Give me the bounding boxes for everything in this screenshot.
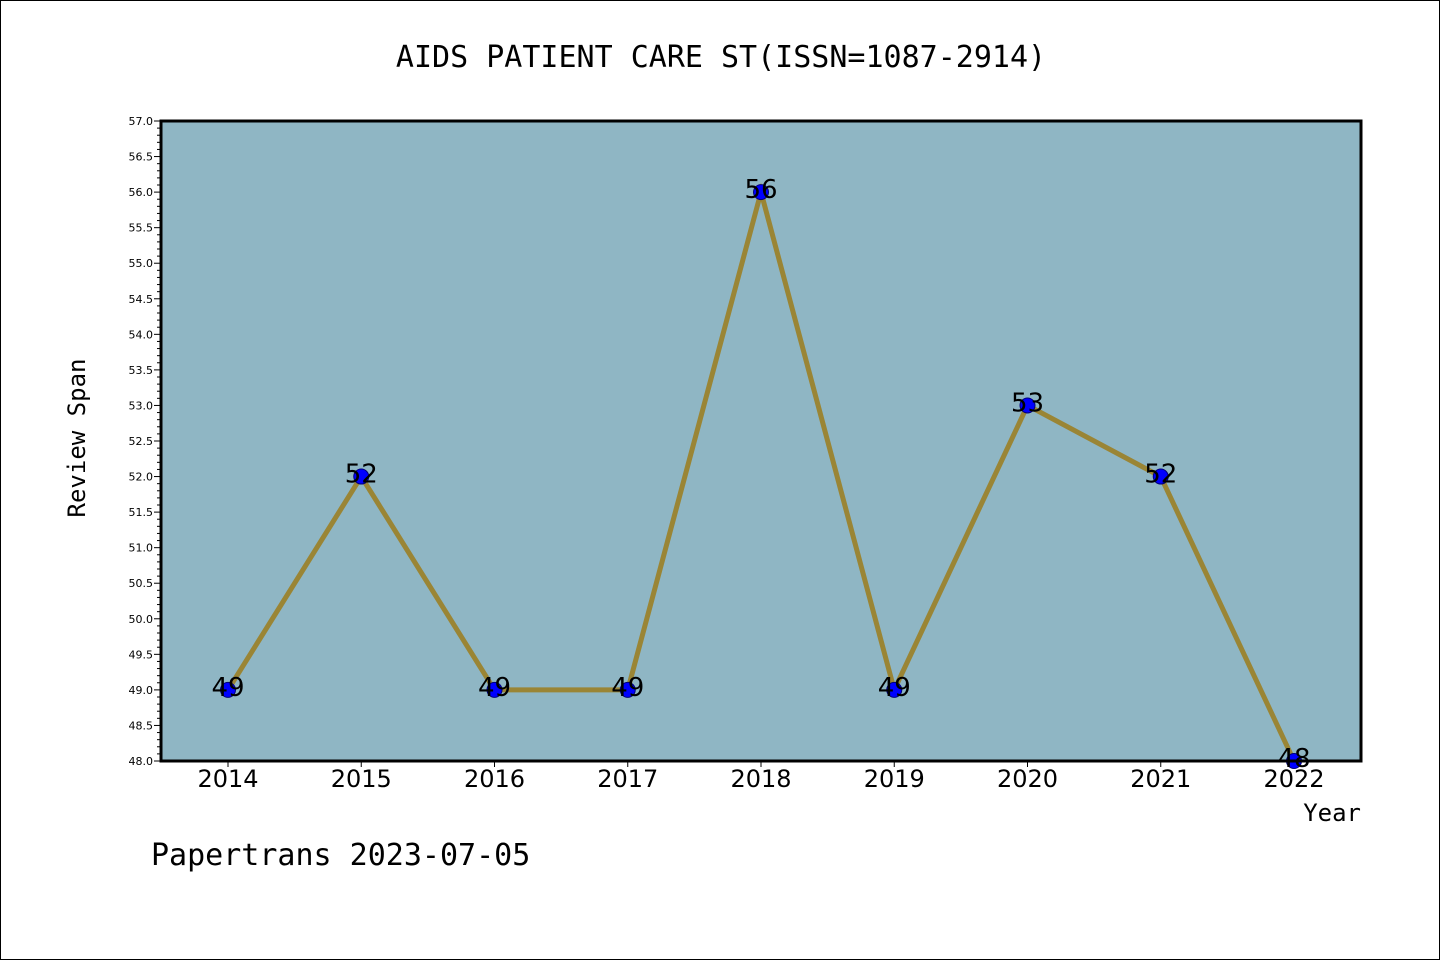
y-tick-label: 52.5 bbox=[129, 435, 154, 448]
data-label-2019: 49 bbox=[878, 673, 911, 703]
y-tick-label: 51.0 bbox=[129, 542, 154, 555]
series-markers bbox=[220, 184, 1302, 769]
y-tick-label: 55.0 bbox=[129, 257, 154, 270]
plot-border bbox=[159, 119, 1363, 763]
data-point-2020 bbox=[1019, 397, 1036, 414]
footer-date-stamp: Papertrans 2023-07-05 bbox=[151, 838, 530, 873]
y-tick-label: 54.5 bbox=[129, 293, 154, 306]
data-labels: 49 52 49 49 56 49 53 52 48 bbox=[211, 175, 1310, 774]
x-tick-label: 2016 bbox=[464, 765, 525, 793]
y-tick-label: 53.5 bbox=[129, 364, 154, 377]
data-label-2017: 49 bbox=[611, 673, 644, 703]
data-label-2015: 52 bbox=[345, 460, 378, 490]
y-tick-label: 52.0 bbox=[129, 471, 154, 484]
x-tick-label: 2022 bbox=[1263, 765, 1324, 793]
x-tick-label: 2017 bbox=[597, 765, 658, 793]
x-tick-label: 2020 bbox=[997, 765, 1058, 793]
data-label-2022: 48 bbox=[1277, 744, 1310, 774]
y-tick-label: 49.0 bbox=[129, 684, 154, 697]
chart-title: AIDS PATIENT CARE ST(ISSN=1087-2914) bbox=[396, 40, 1046, 75]
x-tick-label: 2018 bbox=[730, 765, 791, 793]
data-point-2015 bbox=[353, 468, 370, 485]
data-point-2018 bbox=[753, 184, 769, 201]
data-point-2014 bbox=[220, 681, 236, 698]
y-tick-label: 55.5 bbox=[129, 222, 154, 235]
y-tick-label: 53.0 bbox=[129, 399, 154, 412]
plot-area bbox=[161, 121, 1361, 761]
x-tick-label: 2014 bbox=[197, 765, 258, 793]
y-tick-label: 48.5 bbox=[129, 719, 154, 732]
data-label-2021: 52 bbox=[1144, 460, 1177, 490]
y-tick-label: 49.5 bbox=[129, 648, 154, 661]
data-point-2016 bbox=[486, 681, 503, 698]
data-label-2018: 56 bbox=[744, 175, 777, 205]
data-label-2014: 49 bbox=[211, 673, 244, 703]
y-axis: 48.0 48.5 49.0 49.5 50.0 50.5 51.0 51.5 52.0 52.5… bbox=[129, 115, 161, 768]
y-tick-label: 48.0 bbox=[129, 755, 154, 768]
x-tick-label: 2019 bbox=[864, 765, 925, 793]
y-tick-label: 56.5 bbox=[129, 151, 154, 164]
y-tick-label: 54.0 bbox=[129, 328, 154, 341]
data-point-2021 bbox=[1152, 468, 1169, 485]
y-tick-label: 51.5 bbox=[129, 506, 154, 519]
data-label-2020: 53 bbox=[1011, 388, 1044, 418]
y-axis-label: Review Span bbox=[63, 359, 91, 518]
y-tick-label: 56.0 bbox=[129, 186, 154, 199]
data-point-2019 bbox=[886, 681, 903, 698]
x-axis: 2014 2015 2016 2017 2018 2019 2020 2021 2022 bbox=[197, 761, 1325, 793]
data-label-2016: 49 bbox=[478, 673, 511, 703]
data-point-2017 bbox=[619, 681, 636, 698]
y-tick-label: 50.5 bbox=[129, 577, 154, 590]
y-tick-label: 57.0 bbox=[129, 115, 154, 128]
x-tick-label: 2021 bbox=[1130, 765, 1191, 793]
y-tick-label: 50.0 bbox=[129, 613, 154, 626]
x-axis-label: Year bbox=[1303, 799, 1361, 827]
x-tick-label: 2015 bbox=[331, 765, 392, 793]
